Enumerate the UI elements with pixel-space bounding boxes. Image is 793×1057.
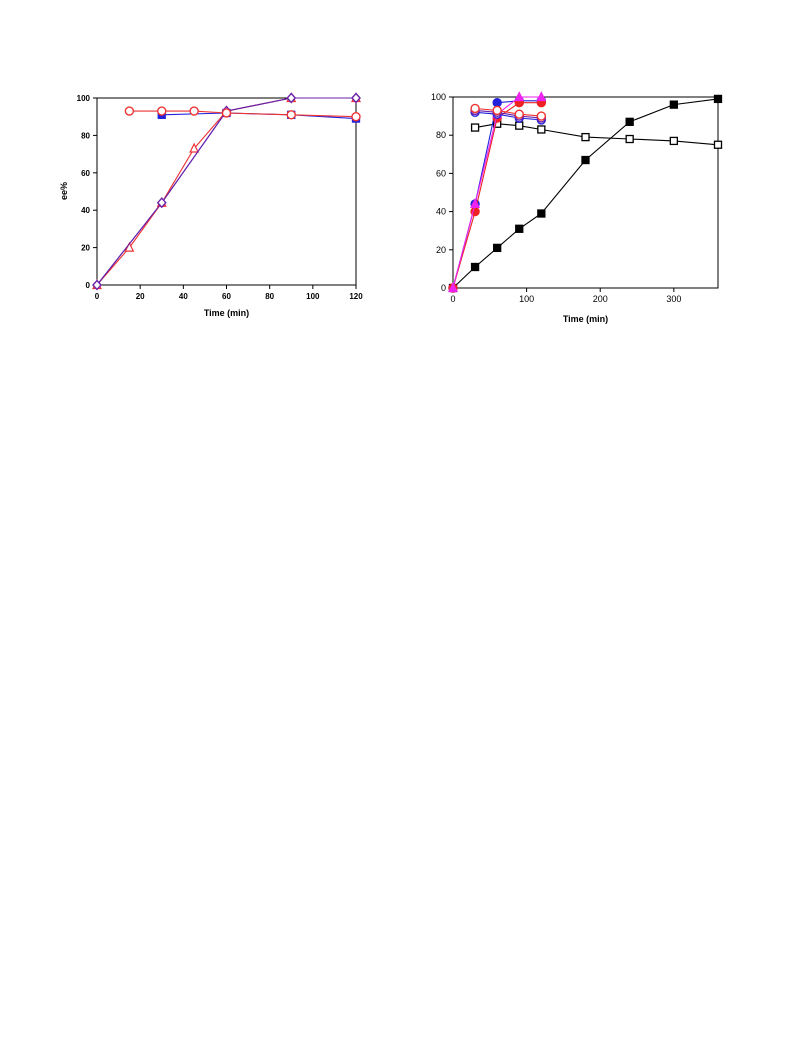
- series-line: [129, 110, 357, 118]
- data-point: [124, 106, 135, 116]
- data-point: [537, 125, 546, 134]
- data-point: [515, 121, 524, 130]
- x-axis-label: Time (min): [563, 314, 608, 324]
- y-tick-label: 60: [81, 169, 90, 178]
- data-point: [514, 109, 524, 119]
- data-point: [669, 100, 678, 109]
- series-line: [96, 97, 356, 286]
- y-tick-label: 100: [77, 94, 91, 103]
- data-point: [669, 136, 678, 146]
- y-tick-label: 20: [436, 245, 446, 255]
- data-point: [492, 105, 502, 116]
- series-1: [96, 97, 356, 286]
- x-tick-label: 100: [519, 294, 534, 304]
- data-point: [536, 111, 547, 121]
- chart-right: 0 100 200 300 0 20 40 60 80 100 Time (min): [431, 91, 723, 324]
- y-tick-label: 60: [436, 168, 446, 178]
- series-7: [470, 103, 547, 121]
- y-tick-label: 100: [431, 92, 446, 102]
- data-point: [189, 142, 200, 153]
- series-1: [470, 119, 723, 149]
- data-point: [351, 111, 361, 122]
- y-tick-label: 40: [81, 206, 90, 215]
- x-tick-label: 60: [222, 292, 231, 301]
- data-point: [448, 282, 458, 293]
- series-line: [96, 97, 356, 286]
- x-tick-label: 40: [179, 292, 188, 301]
- data-point: [581, 155, 590, 165]
- data-point: [156, 197, 167, 209]
- data-point: [470, 103, 480, 114]
- data-point: [625, 117, 634, 126]
- data-point: [189, 106, 199, 116]
- series-line: [475, 111, 542, 121]
- data-point: [514, 91, 525, 102]
- data-point: [713, 94, 723, 104]
- x-tick-label: 0: [450, 294, 455, 304]
- data-point: [470, 198, 481, 209]
- x-tick-label: 300: [666, 294, 681, 304]
- data-point: [286, 110, 296, 120]
- data-point: [157, 106, 167, 116]
- y-axis-label: ee%: [59, 182, 69, 200]
- x-tick-label: 120: [349, 292, 363, 301]
- series-line: [475, 109, 542, 119]
- data-point: [92, 279, 102, 291]
- x-tick-label: 0: [95, 292, 100, 301]
- series-2: [92, 92, 361, 290]
- series-4: [124, 106, 361, 122]
- plot-frame: [452, 96, 719, 289]
- chart-left: 0 20 40 60 80 100 120 0 20 40 60 80 100 Time (min) ee%: [59, 92, 363, 318]
- series-line: [96, 97, 356, 286]
- x-tick-label: 20: [136, 292, 145, 301]
- x-tick-label: 200: [593, 294, 608, 304]
- x-tick-label: 80: [265, 292, 274, 301]
- data-point: [221, 108, 232, 118]
- data-point: [581, 132, 590, 142]
- data-point: [625, 134, 634, 144]
- y-tick-label: 80: [81, 131, 90, 140]
- plot-frame: [96, 97, 357, 286]
- data-point: [351, 92, 361, 104]
- series-line: [452, 98, 719, 289]
- y-tick-label: 80: [436, 130, 446, 140]
- series-0: [448, 94, 723, 293]
- data-point: [537, 209, 546, 218]
- data-point: [470, 262, 480, 272]
- x-axis-label: Time (min): [204, 308, 249, 318]
- data-point: [470, 123, 480, 132]
- series-3: [92, 92, 361, 291]
- series-line: [475, 123, 719, 146]
- data-point: [515, 224, 524, 233]
- data-point: [286, 92, 297, 104]
- y-tick-label: 0: [441, 283, 446, 293]
- data-point: [493, 243, 502, 253]
- data-point: [713, 140, 723, 149]
- x-tick-label: 100: [306, 292, 320, 301]
- y-tick-label: 20: [81, 244, 90, 253]
- data-point: [492, 98, 502, 108]
- series-line: [452, 102, 542, 289]
- series-line: [475, 107, 542, 117]
- y-tick-label: 40: [436, 207, 446, 217]
- series-line: [452, 100, 542, 289]
- data-point: [536, 91, 547, 102]
- y-tick-label: 0: [86, 281, 91, 290]
